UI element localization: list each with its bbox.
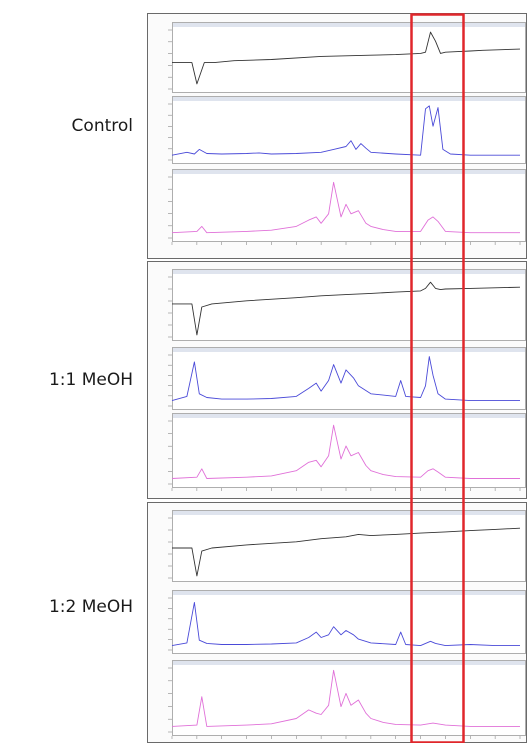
trace-control-panel-3 [171,181,520,234]
chart-panel [172,413,526,488]
panel-header-strip [173,591,525,595]
trace-1-1-meoh-panel-1 [172,281,521,336]
trace-1-1-meoh-panel-2 [171,356,520,402]
panel-header-strip [173,661,525,665]
trace-1-2-meoh-panel-3 [171,669,520,727]
chart-panel [172,510,526,582]
panel-header-strip [173,414,525,418]
chart-panel [172,347,526,410]
trace-control-panel-2 [171,105,520,156]
chart-panel [172,169,526,242]
panel-header-strip [173,23,525,27]
chart-panel [172,22,526,93]
chart-panel [172,269,526,341]
chart-panel [172,96,526,164]
panel-header-strip [173,270,525,274]
group-label-1-1-meoh: 1:1 MeOH [48,370,133,390]
trace-1-2-meoh-panel-1 [172,527,521,577]
panel-header-strip [173,170,525,174]
group-label-1-2-meoh: 1:2 MeOH [48,597,133,617]
trace-1-1-meoh-panel-3 [171,424,520,479]
chart-panel [172,590,526,654]
group-label-control: Control [71,116,133,136]
chart-panel [172,660,526,736]
panel-header-strip [173,97,525,101]
trace-control-panel-1 [172,31,521,85]
trace-1-2-meoh-panel-2 [171,601,520,647]
panel-header-strip [173,348,525,352]
panel-header-strip [173,511,525,515]
